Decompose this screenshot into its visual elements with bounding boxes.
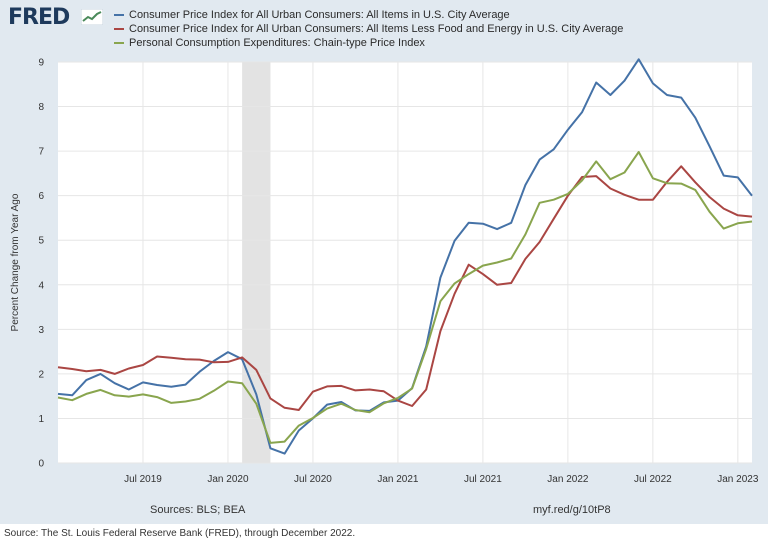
legend-swatch-pce <box>114 42 124 44</box>
y-axis-label: Percent Change from Year Ago <box>10 193 21 331</box>
legend-item-pce[interactable]: Personal Consumption Expenditures: Chain… <box>114 36 623 50</box>
y-tick-label: 9 <box>38 58 44 69</box>
line-chart: 0 1 2 3 4 5 6 7 8 9 Jul 2019 Jan 2020 Jul 2020 Jan 2… <box>10 58 759 486</box>
series-line-core-cpi <box>57 165 753 411</box>
legend-item-core-cpi[interactable]: Consumer Price Index for All Urban Consu… <box>114 22 623 36</box>
legend-label-core-cpi: Consumer Price Index for All Urban Consu… <box>129 23 624 35</box>
legend-swatch-core-cpi <box>114 28 124 30</box>
y-tick-label: 4 <box>38 280 44 291</box>
x-tick-label: Jul 2020 <box>294 474 332 485</box>
legend-label-pce: Personal Consumption Expenditures: Chain… <box>129 37 425 49</box>
x-tick-label: Jul 2019 <box>124 474 162 485</box>
legend-item-cpi[interactable]: Consumer Price Index for All Urban Consu… <box>114 8 623 22</box>
y-tick-label: 1 <box>38 414 44 425</box>
y-tick-label: 6 <box>38 191 44 202</box>
short-link[interactable]: myf.red/g/10tP8 <box>533 504 611 516</box>
y-tick-label: 2 <box>38 369 44 380</box>
legend-label-cpi: Consumer Price Index for All Urban Consu… <box>129 9 510 21</box>
source-caption: Source: The St. Louis Federal Reserve Ba… <box>4 528 356 539</box>
plot-area <box>58 62 752 463</box>
fred-trend-icon <box>81 9 103 25</box>
x-tick-label: Jan 2021 <box>377 474 419 485</box>
x-tick-label: Jul 2021 <box>464 474 502 485</box>
y-tick-label: 3 <box>38 325 44 336</box>
chart-legend: Consumer Price Index for All Urban Consu… <box>114 8 623 50</box>
x-tick-label: Jan 2023 <box>717 474 759 485</box>
x-tick-label: Jan 2020 <box>207 474 249 485</box>
sources-note: Sources: BLS; BEA <box>150 504 246 516</box>
series-line-pce <box>57 151 753 444</box>
y-tick-label: 8 <box>38 102 44 113</box>
x-tick-label: Jul 2022 <box>634 474 672 485</box>
x-tick-label: Jan 2022 <box>547 474 589 485</box>
legend-swatch-cpi <box>114 14 124 16</box>
fred-logo[interactable]: FRED <box>8 5 70 30</box>
y-tick-label: 5 <box>38 236 44 247</box>
y-tick-label: 0 <box>38 459 44 470</box>
y-tick-label: 7 <box>38 147 44 158</box>
